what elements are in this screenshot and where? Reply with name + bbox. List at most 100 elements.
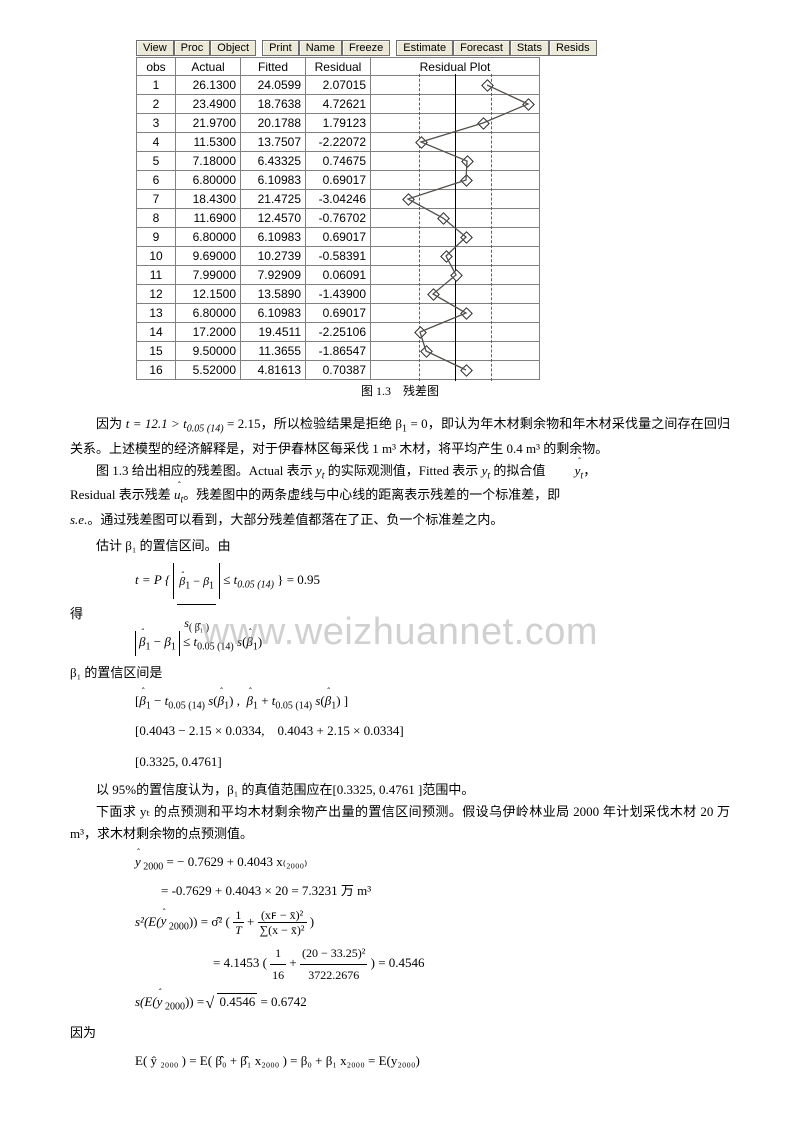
cell: 9.69000: [176, 247, 241, 266]
cell: 18.4300: [176, 190, 241, 209]
table-row: 165.520004.816130.70387: [137, 361, 540, 380]
cell: 4.72621: [306, 95, 371, 114]
se-of-mean: s(E(ˆy 2000)) = 0.4546 = 0.6742: [135, 991, 730, 1016]
cell: 12: [137, 285, 176, 304]
residual-plot-cell: [371, 342, 540, 361]
cell: 0.69017: [306, 171, 371, 190]
toolbar-btn-object[interactable]: Object: [210, 40, 256, 56]
table-row: 1417.200019.4511-2.25106: [137, 323, 540, 342]
cell: 7.99000: [176, 266, 241, 285]
text: = 2.15，所以检验结果是拒绝 β: [224, 416, 402, 431]
residual-plot-cell: [371, 285, 540, 304]
table-row: 1212.150013.5890-1.43900: [137, 285, 540, 304]
text: 。通过残差图可以看到，大部分残差值都落在了正、负一个标准差之内。: [87, 512, 503, 527]
variance-numeric: = 4.1453 ( 116 + (20 − 33.25)²3722.2676 …: [213, 943, 730, 985]
plot-marker: [460, 364, 473, 377]
toolbar-btn-print[interactable]: Print: [262, 40, 299, 56]
cell: 14: [137, 323, 176, 342]
toolbar-btn-freeze[interactable]: Freeze: [342, 40, 390, 56]
toolbar-btn-proc[interactable]: Proc: [174, 40, 211, 56]
text: 因为: [96, 416, 126, 431]
residual-plot-cell: [371, 304, 540, 323]
plot-marker: [460, 174, 473, 187]
col-header: Residual: [306, 58, 371, 76]
cell: 17.2000: [176, 323, 241, 342]
cell: 15: [137, 342, 176, 361]
sym: yt: [482, 463, 491, 478]
cell: -0.58391: [306, 247, 371, 266]
point-prediction: ˆy 2000 = − 0.7629 + 0.4043 x₍₂₀₀₀₎ = -0…: [135, 851, 730, 902]
toolbar-btn-name[interactable]: Name: [299, 40, 342, 56]
toolbar-btn-view[interactable]: View: [136, 40, 174, 56]
cell: 13.5890: [241, 285, 306, 304]
table-row: 718.430021.4725-3.04246: [137, 190, 540, 209]
plot-marker: [420, 345, 433, 358]
toolbar-btn-resids[interactable]: Resids: [549, 40, 597, 56]
plot-marker: [437, 212, 450, 225]
cell: 26.1300: [176, 76, 241, 95]
eq: t = 12.1 > t: [126, 416, 187, 431]
residual-plot-cell: [371, 190, 540, 209]
cell: 6.80000: [176, 171, 241, 190]
table-row: 117.990007.929090.06091: [137, 266, 540, 285]
plot-marker: [477, 117, 490, 130]
plot-marker: [427, 288, 440, 301]
residual-plot-cell: [371, 266, 540, 285]
table-row: 96.800006.109830.69017: [137, 228, 540, 247]
plot-marker: [414, 326, 427, 339]
cell: 23.4900: [176, 95, 241, 114]
eviews-toolbar: ViewProcObject PrintNameFreeze EstimateFor…: [136, 40, 730, 56]
cell: -2.22072: [306, 133, 371, 152]
col-header: obs: [137, 58, 176, 76]
table-row: 57.180006.433250.74675: [137, 152, 540, 171]
cell: 11.6900: [176, 209, 241, 228]
cell: 7.18000: [176, 152, 241, 171]
table-row: 66.800006.109830.69017: [137, 171, 540, 190]
text: Residual 表示残差: [70, 487, 174, 502]
cell: 0.70387: [306, 361, 371, 380]
cell: -3.04246: [306, 190, 371, 209]
paragraph-4: 估计 β₁ 的置信区间。由: [70, 535, 730, 557]
se-symbol: s.e.: [70, 512, 87, 527]
toolbar-btn-stats[interactable]: Stats: [510, 40, 549, 56]
ci-numeric-2: [0.3325, 0.4761]: [135, 751, 730, 773]
eq-left: t = P {: [135, 572, 173, 587]
cell: 6: [137, 171, 176, 190]
table-row: 109.6900010.2739-0.58391: [137, 247, 540, 266]
cell: 12.4570: [241, 209, 306, 228]
cell: 8: [137, 209, 176, 228]
eq-right: } = 0.95: [274, 572, 320, 587]
cell: 0.74675: [306, 152, 371, 171]
cell: 21.4725: [241, 190, 306, 209]
cell: 12.1500: [176, 285, 241, 304]
text: 的拟合值: [490, 463, 549, 478]
cell: 6.43325: [241, 152, 306, 171]
eq-abs-ineq: ˆβ1 − β1 ≤ t0.05 (14) s(ˆβ1): [135, 631, 730, 656]
text: 。残差图中的两条虚线与中心线的距离表示残差的一个标准差，即: [183, 487, 560, 502]
toolbar-btn-estimate[interactable]: Estimate: [396, 40, 453, 56]
cell: 24.0599: [241, 76, 306, 95]
text: ，: [583, 463, 596, 478]
cell: 2: [137, 95, 176, 114]
paragraph-5: β₁ 的置信区间是: [70, 662, 730, 684]
col-header: Actual: [176, 58, 241, 76]
residual-plot-cell: [371, 247, 540, 266]
cell: 13: [137, 304, 176, 323]
residual-plot-cell: [371, 228, 540, 247]
cell: 6.10983: [241, 304, 306, 323]
table-row: 321.970020.17881.79123: [137, 114, 540, 133]
cell: 0.69017: [306, 304, 371, 323]
cell: 11: [137, 266, 176, 285]
text: 的实际观测值，Fitted 表示: [324, 463, 481, 478]
cell: 16: [137, 361, 176, 380]
residual-plot-cell: [371, 152, 540, 171]
paragraph-1: 因为 t = 12.1 > t0.05 (14) = 2.15，所以检验结果是拒…: [70, 413, 730, 460]
cell: -1.43900: [306, 285, 371, 304]
cell: 10: [137, 247, 176, 266]
cell: 6.10983: [241, 171, 306, 190]
cell: 7.92909: [241, 266, 306, 285]
cell: 11.5300: [176, 133, 241, 152]
eq-confidence-t: t = P { ˆβ1 − β1 s( β̂₁ ) ≤ t0.05 (14) }…: [135, 563, 730, 597]
toolbar-btn-forecast[interactable]: Forecast: [453, 40, 510, 56]
plot-marker: [460, 231, 473, 244]
